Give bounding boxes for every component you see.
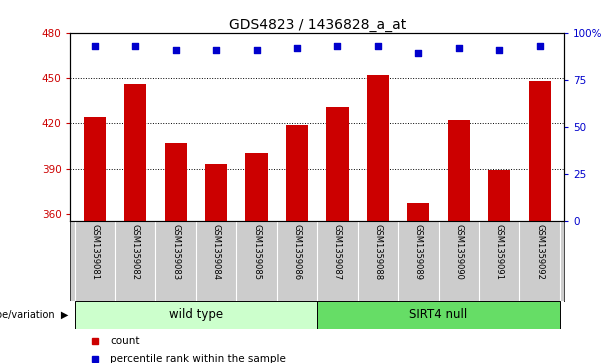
Bar [164,143,187,221]
Text: GSM1359082: GSM1359082 [131,224,140,280]
Text: GSM1359087: GSM1359087 [333,224,342,280]
Text: GSM1359091: GSM1359091 [495,224,504,280]
Point [535,43,544,49]
Point [332,43,342,49]
Bar [205,164,227,221]
Point [211,47,221,53]
Text: GSM1359090: GSM1359090 [454,224,463,280]
Text: genotype/variation  ▶: genotype/variation ▶ [0,310,69,320]
Point [90,43,100,49]
Text: GSM1359081: GSM1359081 [90,224,99,280]
Text: percentile rank within the sample: percentile rank within the sample [110,354,286,363]
Text: SIRT4 null: SIRT4 null [409,309,468,321]
Point [454,45,463,51]
Text: GSM1359084: GSM1359084 [211,224,221,280]
Bar [286,125,308,221]
Point [292,45,302,51]
Point [252,47,262,53]
Bar [488,170,511,221]
Bar [407,203,430,221]
Point [131,43,140,49]
Bar [447,120,470,221]
Text: count: count [110,336,140,346]
Text: GSM1359092: GSM1359092 [535,224,544,280]
Text: wild type: wild type [169,309,223,321]
Point [373,43,383,49]
Text: GSM1359085: GSM1359085 [252,224,261,280]
Text: GSM1359086: GSM1359086 [292,224,302,280]
Text: GSM1359089: GSM1359089 [414,224,423,280]
Bar [367,75,389,221]
Title: GDS4823 / 1436828_a_at: GDS4823 / 1436828_a_at [229,18,406,32]
Text: GSM1359088: GSM1359088 [373,224,383,280]
Bar [318,301,560,329]
Text: GSM1359083: GSM1359083 [171,224,180,280]
Point [413,50,423,56]
Bar [326,107,349,221]
Bar [245,154,268,221]
Bar [75,301,318,329]
Bar [528,81,551,221]
Bar [124,84,147,221]
Point [494,47,504,53]
Bar [83,117,106,221]
Point [171,47,181,53]
